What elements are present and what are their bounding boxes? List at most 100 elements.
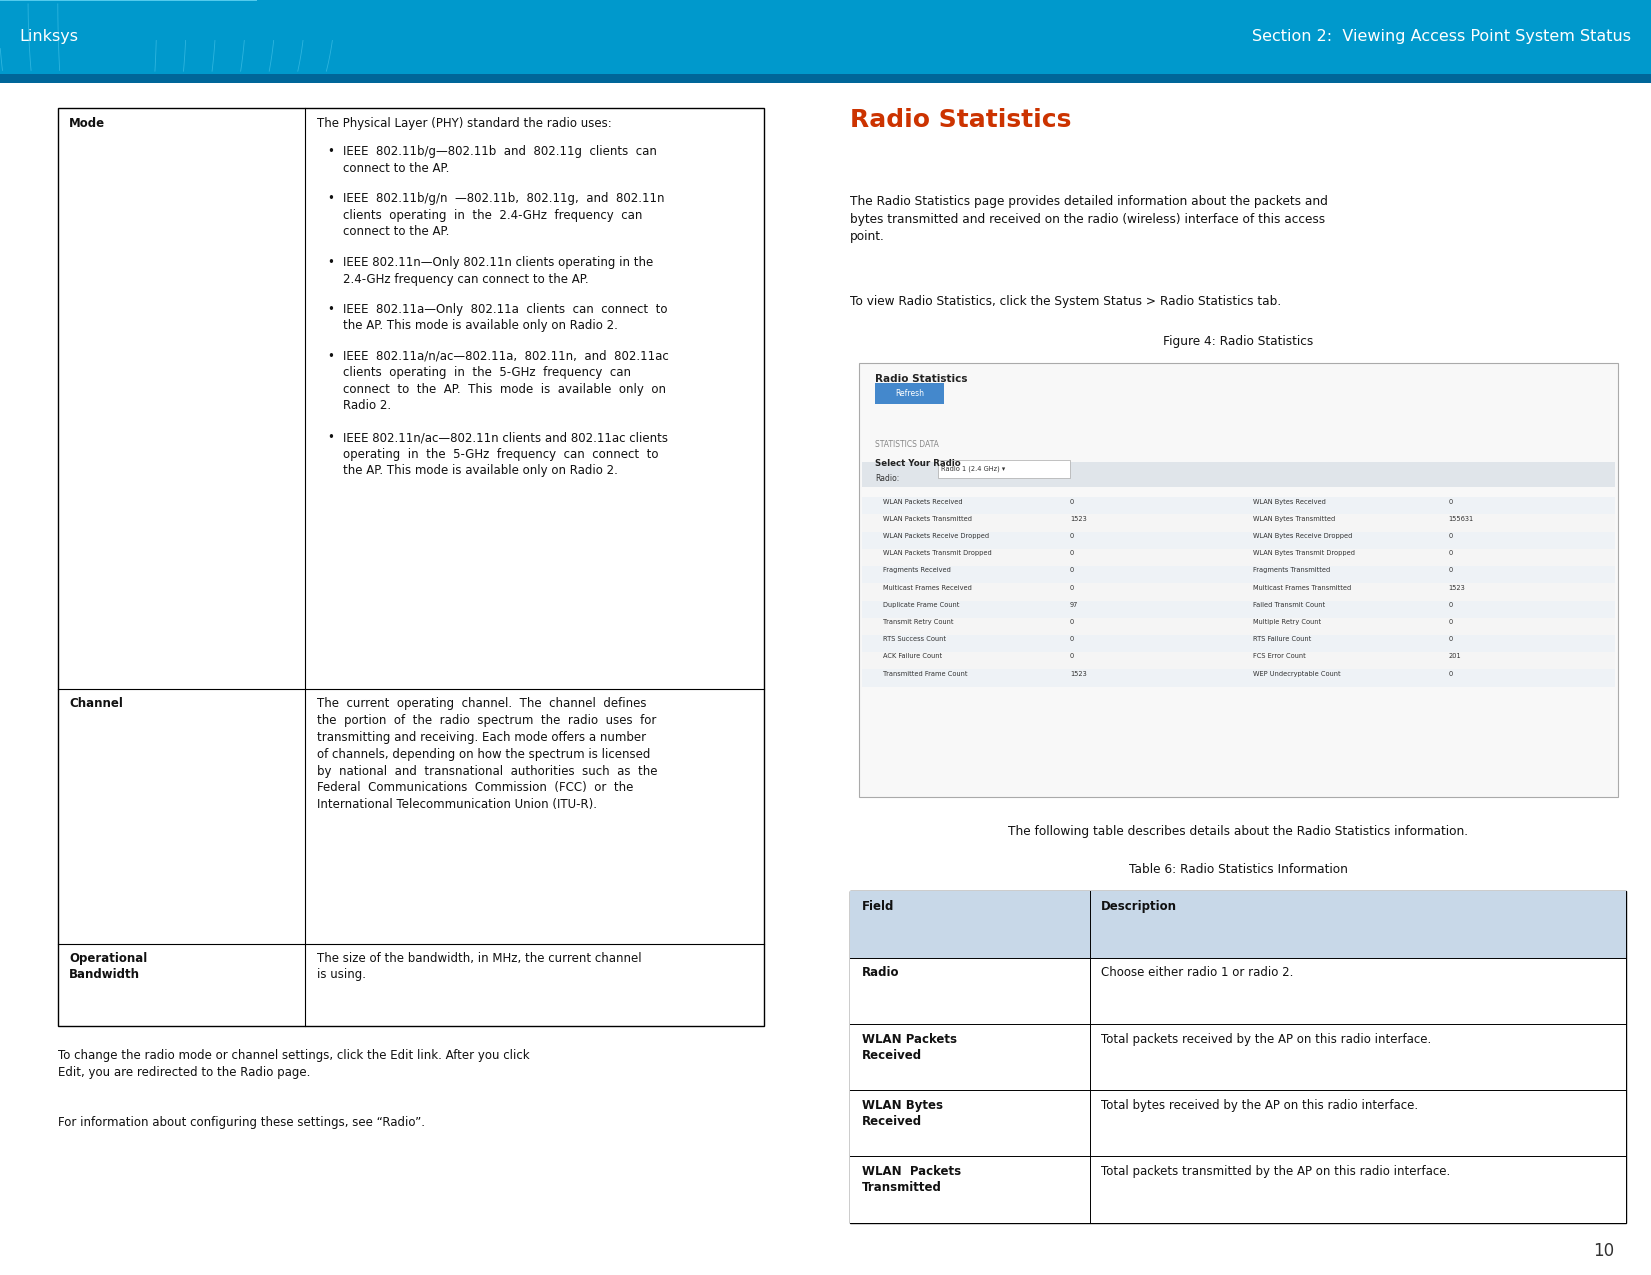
Text: 0: 0 xyxy=(1070,618,1075,625)
Text: IEEE  802.11b/g/n  —802.11b,  802.11g,  and  802.11n
clients  operating  in  the: IEEE 802.11b/g/n —802.11b, 802.11g, and … xyxy=(343,193,665,238)
Text: Multicast Frames Received: Multicast Frames Received xyxy=(883,584,972,590)
Text: WLAN Packets Received: WLAN Packets Received xyxy=(883,499,963,505)
Text: •: • xyxy=(327,349,334,362)
Text: To change the radio mode or channel settings, click the Edit link. After you cli: To change the radio mode or channel sett… xyxy=(58,1049,530,1080)
Text: 1523: 1523 xyxy=(1448,584,1464,590)
Text: WLAN Bytes Receive Dropped: WLAN Bytes Receive Dropped xyxy=(1253,533,1352,539)
Text: 0: 0 xyxy=(1448,602,1453,608)
Bar xyxy=(850,891,1626,1223)
Text: WLAN Packets Receive Dropped: WLAN Packets Receive Dropped xyxy=(883,533,989,539)
Text: Multiple Retry Count: Multiple Retry Count xyxy=(1253,618,1321,625)
Text: Table 6: Radio Statistics Information: Table 6: Radio Statistics Information xyxy=(1129,863,1347,876)
Text: WLAN Bytes
Received: WLAN Bytes Received xyxy=(862,1099,943,1128)
Text: IEEE  802.11a—Only  802.11a  clients  can  connect  to
the AP. This mode is avai: IEEE 802.11a—Only 802.11a clients can co… xyxy=(343,303,669,333)
Text: 10: 10 xyxy=(1593,1242,1615,1260)
Text: FCS Error Count: FCS Error Count xyxy=(1253,653,1306,659)
Bar xyxy=(859,363,1618,797)
Text: WLAN Packets Transmit Dropped: WLAN Packets Transmit Dropped xyxy=(883,550,992,556)
Text: Refresh: Refresh xyxy=(895,389,925,398)
Text: Choose either radio 1 or radio 2.: Choose either radio 1 or radio 2. xyxy=(1101,966,1294,979)
Text: WLAN Packets
Received: WLAN Packets Received xyxy=(862,1033,958,1062)
Text: IEEE 802.11n/ac—802.11n clients and 802.11ac clients
operating  in  the  5-GHz  : IEEE 802.11n/ac—802.11n clients and 802.… xyxy=(343,431,669,477)
Text: Transmit Retry Count: Transmit Retry Count xyxy=(883,618,954,625)
Text: WEP Undecryptable Count: WEP Undecryptable Count xyxy=(1253,671,1341,677)
Text: RTS Success Count: RTS Success Count xyxy=(883,636,946,643)
Text: 0: 0 xyxy=(1070,550,1075,556)
Text: Failed Transmit Count: Failed Transmit Count xyxy=(1253,602,1326,608)
Bar xyxy=(862,617,1615,635)
Text: Figure 4: Radio Statistics: Figure 4: Radio Statistics xyxy=(1162,335,1314,348)
Text: The Physical Layer (PHY) standard the radio uses:: The Physical Layer (PHY) standard the ra… xyxy=(317,117,613,130)
Bar xyxy=(875,382,944,404)
Bar xyxy=(862,566,1615,583)
Text: Radio:: Radio: xyxy=(875,474,900,483)
Text: Total bytes received by the AP on this radio interface.: Total bytes received by the AP on this r… xyxy=(1101,1099,1418,1112)
Text: Radio Statistics: Radio Statistics xyxy=(850,108,1071,133)
Bar xyxy=(862,514,1615,532)
Text: Radio: Radio xyxy=(862,966,900,979)
Text: 0: 0 xyxy=(1070,653,1075,659)
Text: ACK Failure Count: ACK Failure Count xyxy=(883,653,943,659)
Bar xyxy=(850,958,1626,1024)
Text: •: • xyxy=(327,431,334,445)
Text: IEEE  802.11b/g—802.11b  and  802.11g  clients  can
connect to the AP.: IEEE 802.11b/g—802.11b and 802.11g clien… xyxy=(343,145,657,175)
Text: Mode: Mode xyxy=(69,117,106,130)
Bar xyxy=(0,74,1651,83)
Text: •: • xyxy=(327,303,334,316)
Bar xyxy=(862,497,1615,514)
Bar xyxy=(850,1024,1626,1090)
Text: Multicast Frames Transmitted: Multicast Frames Transmitted xyxy=(1253,584,1352,590)
Bar xyxy=(862,548,1615,566)
Bar xyxy=(850,891,1626,958)
Bar xyxy=(862,532,1615,548)
Text: 0: 0 xyxy=(1070,533,1075,539)
Text: Select Your Radio: Select Your Radio xyxy=(875,459,961,468)
Text: The size of the bandwidth, in MHz, the current channel
is using.: The size of the bandwidth, in MHz, the c… xyxy=(317,952,642,982)
Text: Section 2:  Viewing Access Point System Status: Section 2: Viewing Access Point System S… xyxy=(1251,29,1631,45)
Text: The  current  operating  channel.  The  channel  defines
the  portion  of  the  : The current operating channel. The chann… xyxy=(317,697,657,811)
Bar xyxy=(938,460,1070,478)
Text: Fragments Received: Fragments Received xyxy=(883,567,951,574)
Bar xyxy=(850,1156,1626,1223)
Text: WLAN Bytes Received: WLAN Bytes Received xyxy=(1253,499,1326,505)
Text: To view Radio Statistics, click the System Status > Radio Statistics tab.: To view Radio Statistics, click the Syst… xyxy=(850,295,1281,307)
Bar xyxy=(862,583,1615,601)
Text: The following table describes details about the Radio Statistics information.: The following table describes details ab… xyxy=(1009,825,1468,838)
Text: Total packets received by the AP on this radio interface.: Total packets received by the AP on this… xyxy=(1101,1033,1431,1045)
Text: STATISTICS DATA: STATISTICS DATA xyxy=(875,440,939,449)
Bar xyxy=(862,601,1615,617)
Text: 0: 0 xyxy=(1070,584,1075,590)
Text: 0: 0 xyxy=(1070,636,1075,643)
Text: RTS Failure Count: RTS Failure Count xyxy=(1253,636,1311,643)
Text: For information about configuring these settings, see “Radio”.: For information about configuring these … xyxy=(58,1116,424,1128)
Text: WLAN Bytes Transmit Dropped: WLAN Bytes Transmit Dropped xyxy=(1253,550,1355,556)
Text: 0: 0 xyxy=(1448,533,1453,539)
Text: Operational
Bandwidth: Operational Bandwidth xyxy=(69,952,147,982)
Text: 0: 0 xyxy=(1448,671,1453,677)
Text: 0: 0 xyxy=(1448,567,1453,574)
Text: 0: 0 xyxy=(1448,636,1453,643)
Text: 0: 0 xyxy=(1070,567,1075,574)
Text: Description: Description xyxy=(1101,900,1177,913)
Bar xyxy=(862,462,1615,487)
Text: Radio Statistics: Radio Statistics xyxy=(875,374,967,384)
Text: 0: 0 xyxy=(1070,499,1075,505)
Text: 97: 97 xyxy=(1070,602,1078,608)
Bar xyxy=(862,635,1615,652)
Text: Channel: Channel xyxy=(69,697,124,710)
Bar xyxy=(58,108,764,1026)
Bar xyxy=(0,0,1651,74)
Text: Field: Field xyxy=(862,900,895,913)
Bar xyxy=(850,1090,1626,1156)
Text: The Radio Statistics page provides detailed information about the packets and
by: The Radio Statistics page provides detai… xyxy=(850,195,1327,244)
Text: Radio 1 (2.4 GHz) ▾: Radio 1 (2.4 GHz) ▾ xyxy=(941,465,1005,473)
Text: Total packets transmitted by the AP on this radio interface.: Total packets transmitted by the AP on t… xyxy=(1101,1165,1451,1178)
Bar xyxy=(862,669,1615,686)
Text: Fragments Transmitted: Fragments Transmitted xyxy=(1253,567,1331,574)
Text: 0: 0 xyxy=(1448,550,1453,556)
Text: IEEE  802.11a/n/ac—802.11a,  802.11n,  and  802.11ac
clients  operating  in  the: IEEE 802.11a/n/ac—802.11a, 802.11n, and … xyxy=(343,349,669,412)
Text: 0: 0 xyxy=(1448,499,1453,505)
Text: •: • xyxy=(327,145,334,158)
Text: Duplicate Frame Count: Duplicate Frame Count xyxy=(883,602,959,608)
Text: 155631: 155631 xyxy=(1448,515,1473,521)
